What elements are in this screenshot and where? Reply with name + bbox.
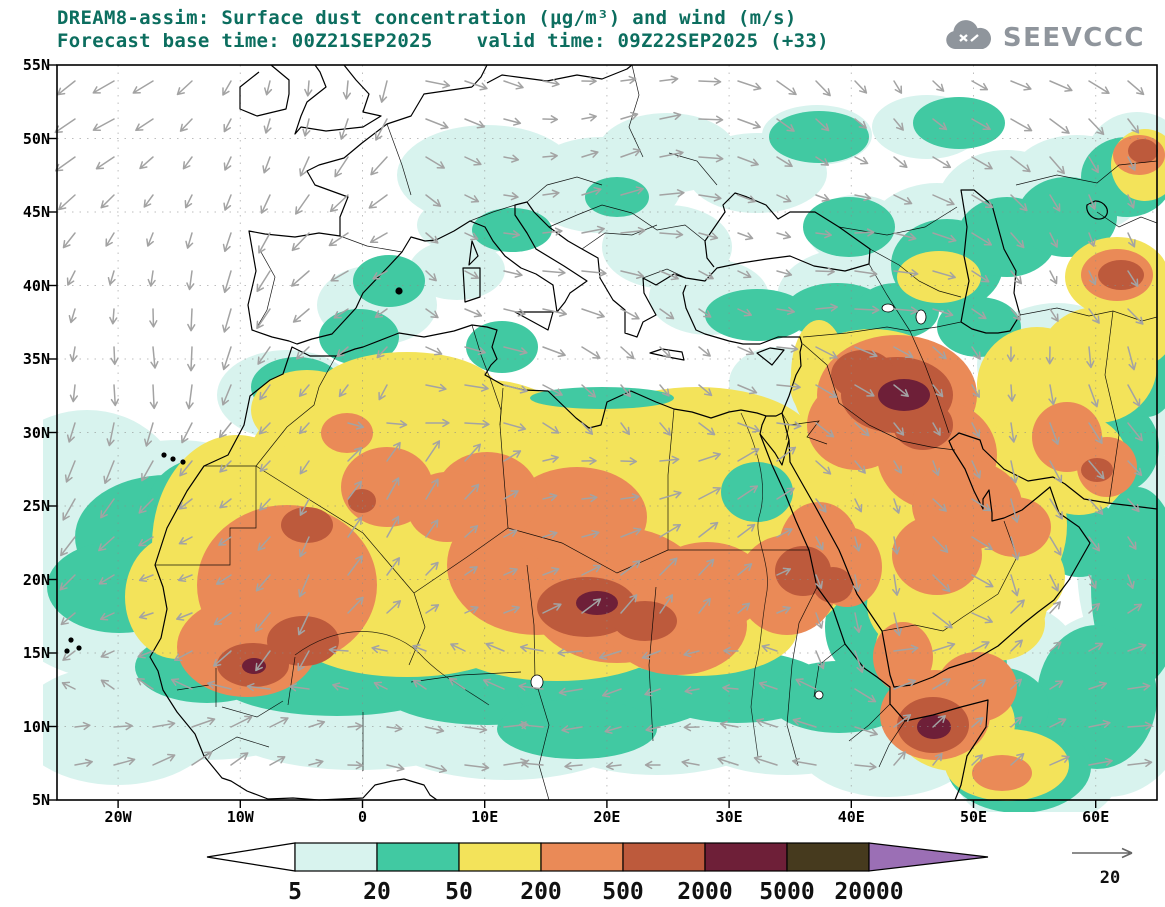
seevccc-logo-text: SEEVCCC [1002, 23, 1145, 53]
lat-tick-label: 50N [22, 129, 50, 148]
dust-level-20-50-holes [530, 387, 793, 522]
lat-tick-label: 30N [22, 423, 50, 442]
seevccc-cloud-icon [946, 20, 991, 49]
plot-subtitle: Forecast base time: 00Z21SEP2025 valid t… [57, 30, 829, 53]
colorbar-tick-label: 20000 [834, 879, 903, 905]
lat-tick-label: 55N [22, 56, 50, 74]
coastlines [64, 64, 1158, 801]
wind-reference-label: 20 [1100, 868, 1120, 888]
colorbar-below-min-arrow [206, 842, 296, 872]
colorbar-segment [540, 842, 624, 872]
lon-tick-label: 50E [959, 808, 988, 826]
colorbar-tick-label: 50 [445, 879, 473, 905]
dust-concentration-fills [43, 95, 1165, 812]
colorbar-tick-label: 200 [520, 879, 562, 905]
colorbar-segment [786, 842, 870, 872]
lon-tick-label: 0 [357, 808, 368, 826]
colorbar-tick-label: 5000 [759, 879, 814, 905]
colorbar-scale [206, 842, 989, 872]
colorbar-above-max-arrow [868, 842, 989, 872]
lat-tick-label: 45N [22, 203, 50, 221]
map-frame [49, 64, 1158, 808]
lon-tick-label: 20E [593, 808, 621, 826]
wind-reference: 20 [1072, 847, 1133, 888]
lon-tick-label: 10E [471, 808, 499, 826]
lakes [530, 303, 927, 700]
colorbar: 5 20 50 200 500 2000 5000 20000 20 [206, 842, 1133, 905]
lat-tick-label: 35N [22, 350, 50, 368]
lat-tick-label: 40N [22, 276, 50, 295]
lon-tick-label: 30E [715, 808, 743, 826]
colorbar-tick-label: 5 [288, 879, 302, 905]
colorbar-tick-label: 20 [363, 879, 391, 905]
colorbar-segment [704, 842, 788, 872]
lat-tick-label: 10N [22, 717, 50, 736]
lat-tick-label: 5N [31, 791, 50, 809]
colorbar-segment [458, 842, 542, 872]
colorbar-segment [622, 842, 706, 872]
colorbar-tick-label: 500 [602, 879, 644, 905]
lat-tick-label: 25N [22, 497, 50, 515]
forecast-base-time: Forecast base time: 00Z21SEP2025 [57, 30, 433, 52]
wind-arrows [54, 75, 1153, 774]
wind-reference-arrow [1072, 847, 1133, 859]
colorbar-segment [294, 842, 378, 872]
seevccc-logo: SEEVCCC [940, 20, 1145, 56]
lon-tick-label: 60E [1082, 808, 1110, 826]
lon-tick-label: 20W [104, 808, 132, 826]
colorbar-segment [376, 842, 460, 872]
colorbar-tick-label: 2000 [677, 879, 732, 905]
lon-tick-label: 40E [837, 808, 865, 826]
plot-title: DREAM8-assim: Surface dust concentration… [57, 7, 797, 29]
plot-titles: DREAM8-assim: Surface dust concentration… [57, 7, 829, 53]
lat-tick-label: 15N [22, 644, 50, 662]
dust-map [43, 64, 1165, 812]
lat-tick-label: 20N [22, 570, 50, 589]
lon-tick-label: 10W [226, 808, 254, 826]
valid-time: valid time: 09Z22SEP2025 (+33) [476, 30, 829, 52]
